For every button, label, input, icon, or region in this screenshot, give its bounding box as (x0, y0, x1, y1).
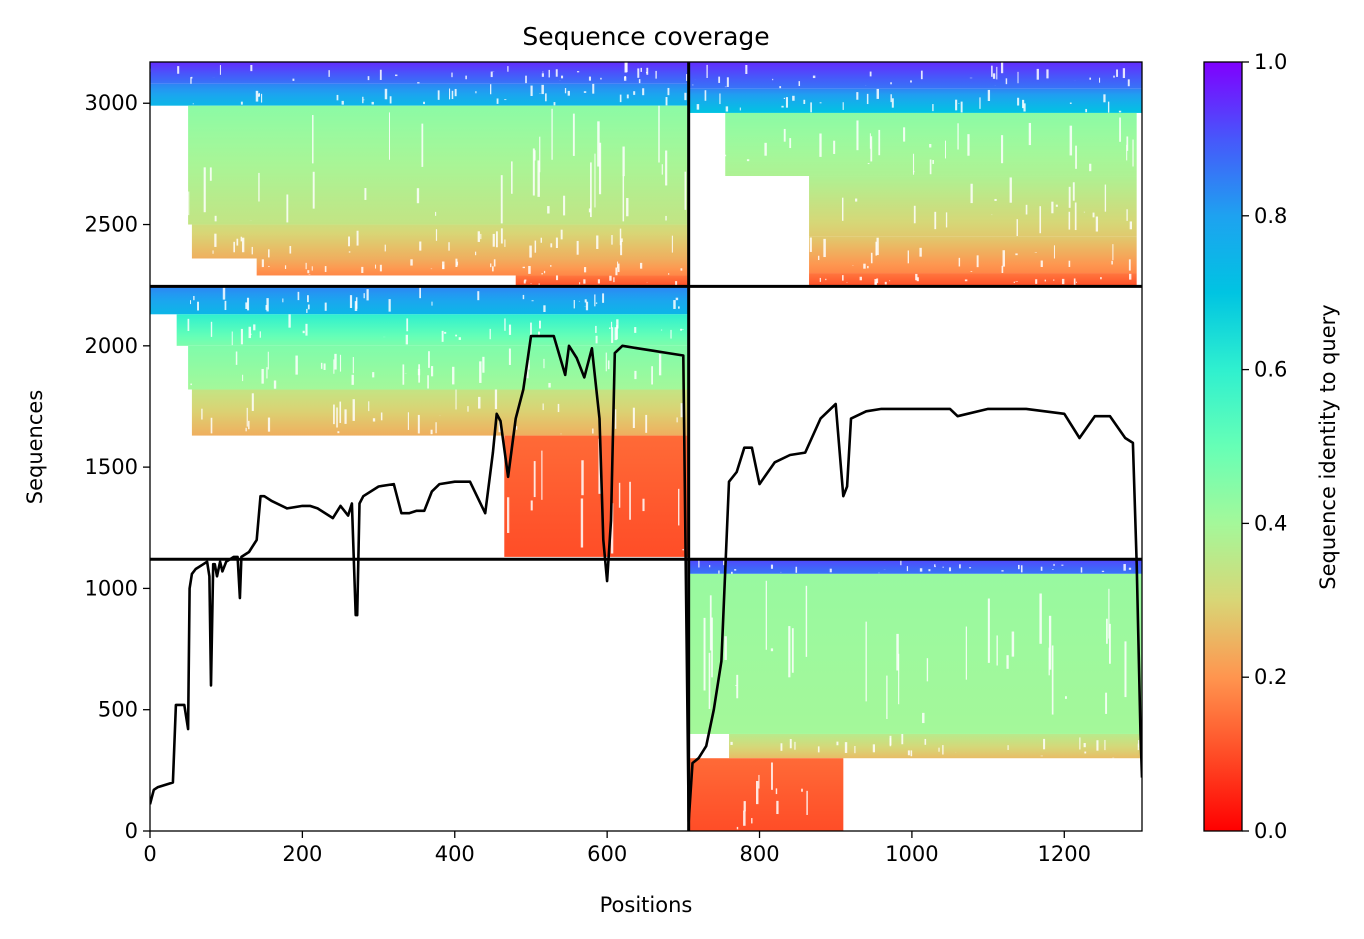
coverage-block (809, 273, 1137, 287)
coverage-block (188, 345, 689, 390)
plot-frame (149, 61, 1143, 832)
y-tick-label: 2000 (85, 334, 138, 358)
coverage-heatmap (150, 62, 1142, 831)
coverage-line-layer (150, 334, 1142, 823)
y-tick-label: 2500 (85, 213, 138, 237)
coverage-block (150, 83, 689, 106)
x-axis-label: Positions (600, 893, 693, 917)
y-tick-label: 1500 (85, 455, 138, 479)
coverage-block (688, 559, 1142, 574)
y-tick-label: 3000 (85, 91, 138, 115)
y-axis-label: Sequences (23, 390, 47, 505)
y-axis: 0 500 1000 1500 2000 2500 3000 (85, 91, 150, 843)
coverage-block (729, 733, 1142, 759)
colorbar (1203, 61, 1243, 832)
coverage-block (688, 573, 1142, 734)
colorbar-label: Sequence identity to query (1316, 304, 1340, 589)
colorbar-tick-label: 0.0 (1254, 819, 1287, 843)
x-tick-label: 600 (587, 842, 627, 866)
coverage-block (688, 88, 1142, 113)
x-tick-label: 200 (282, 842, 322, 866)
coverage-block (150, 62, 689, 84)
colorbar-axis: 0.0 0.2 0.4 0.6 0.8 1.0 (1242, 50, 1287, 843)
coverage-block (809, 236, 1137, 274)
colorbar-tick-label: 0.8 (1254, 204, 1287, 228)
x-tick-label: 0 (143, 842, 156, 866)
y-tick-label: 500 (98, 698, 138, 722)
coverage-gaps (150, 62, 1140, 830)
coverage-block (688, 758, 844, 831)
coverage-block (191, 389, 689, 436)
chain-boundaries (150, 62, 1142, 831)
coverage-block (176, 314, 689, 346)
colorbar-tick-label: 0.2 (1254, 665, 1287, 689)
colorbar-tick-label: 0.6 (1254, 358, 1287, 382)
x-tick-label: 1000 (885, 842, 938, 866)
y-tick-label: 1000 (85, 576, 138, 600)
coverage-block (515, 275, 689, 287)
x-tick-label: 400 (435, 842, 475, 866)
x-axis: 0 200 400 600 800 1000 1200 (143, 831, 1091, 866)
x-tick-label: 800 (739, 842, 779, 866)
coverage-block (188, 105, 689, 225)
coverage-block (504, 435, 689, 557)
y-tick-label: 0 (125, 819, 138, 843)
colorbar-tick-label: 1.0 (1254, 50, 1287, 74)
coverage-block (191, 224, 689, 259)
x-tick-label: 1200 (1038, 842, 1091, 866)
chart-title: Sequence coverage (522, 22, 769, 51)
coverage-block (688, 62, 1142, 89)
coverage-block (256, 258, 689, 276)
colorbar-tick-label: 0.4 (1254, 511, 1287, 535)
coverage-line (150, 334, 1142, 823)
coverage-block (809, 176, 1137, 237)
